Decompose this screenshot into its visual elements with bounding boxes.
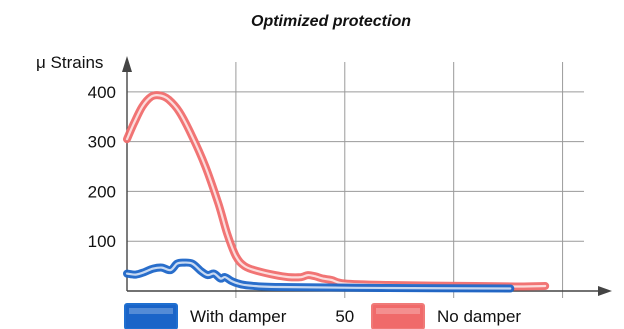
legend-label-no-damper: No damper [437,307,521,326]
series-highlight-with-damper [125,261,512,290]
series-lines [123,91,550,293]
y-axis-label: μ Strains [36,53,103,72]
y-tick-label-200: 200 [88,182,116,201]
series-no-damper [123,91,550,291]
legend-swatch-shine-with-damper [129,308,173,314]
x-axis-arrow [598,286,612,296]
legend-swatch-with-damper [124,303,178,329]
legend: With damper No damper [124,303,521,329]
tick-labels: 100 200 300 400 50 [88,83,355,326]
series-highlight-no-damper [125,94,547,288]
y-tick-label-300: 300 [88,133,116,152]
y-axis-arrow [122,56,132,72]
y-tick-label-400: 400 [88,83,116,102]
x-tick-label-50: 50 [335,307,354,326]
legend-swatch-no-damper [371,303,425,329]
series-with-damper [123,258,515,293]
legend-swatch-shine-no-damper [376,308,420,314]
series-line-no-damper [123,91,550,291]
y-tick-label-100: 100 [88,232,116,251]
grid [127,62,584,298]
chart-title: Optimized protection [251,13,411,30]
legend-label-with-damper: With damper [190,307,287,326]
